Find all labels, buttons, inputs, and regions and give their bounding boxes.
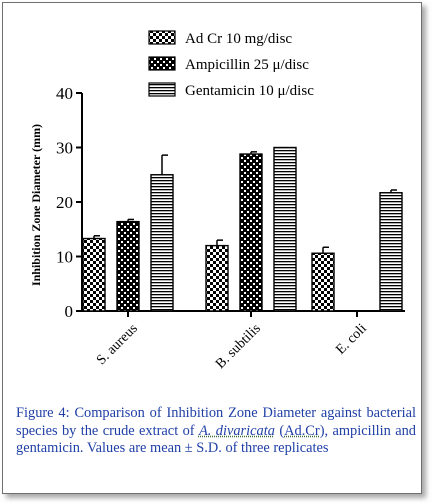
caption-abbr-open: ( [274,422,285,439]
legend-label: Gentamicin 10 μ/disc [185,83,314,99]
y-tick-label: 20 [56,193,73,212]
bar [379,192,403,312]
figure-caption: Figure 4: Comparison of Inhibition Zone … [16,405,416,458]
legend-swatch [148,56,176,71]
bars [82,146,403,312]
x-tick-label: S. aureus [94,321,141,368]
caption-species-part1: A. di [198,422,227,439]
caption-suffix: ), ampicillin and gentamicin. Values are… [16,422,416,457]
bar [311,252,335,312]
y-tick-label: 10 [56,248,73,267]
bar [205,244,229,312]
x-tick-label: E. coli [333,321,370,358]
y-axis-label: Inhibition Zone Diameter (mm) [29,124,43,286]
bar [82,237,106,312]
legend-label: Ampicillin 25 μ/disc [185,57,309,73]
bar [116,220,140,312]
y-tick-label: 30 [56,139,73,158]
legend: Ad Cr 10 mg/disc Ampicillin 25 μ/disc Gent… [148,30,314,99]
bar [273,146,297,312]
y-tick-label: 40 [56,84,73,103]
y-tick-label: 0 [65,302,74,321]
bar [239,153,263,312]
x-tick-label: B. subtilis [213,321,264,372]
caption-prefix: Figure 4: Comparison of Inhibition Zone … [16,405,416,439]
legend-label: Ad Cr 10 mg/disc [185,31,292,47]
caption-abbr: Ad.Cr [284,422,320,439]
bar [150,174,174,312]
legend-swatch [148,30,176,45]
caption-species-part2: varicata [226,422,275,439]
legend-swatch [148,82,176,97]
axes: 0 10 20 30 40 S. aureus B. subtilis E. coli [56,84,405,372]
